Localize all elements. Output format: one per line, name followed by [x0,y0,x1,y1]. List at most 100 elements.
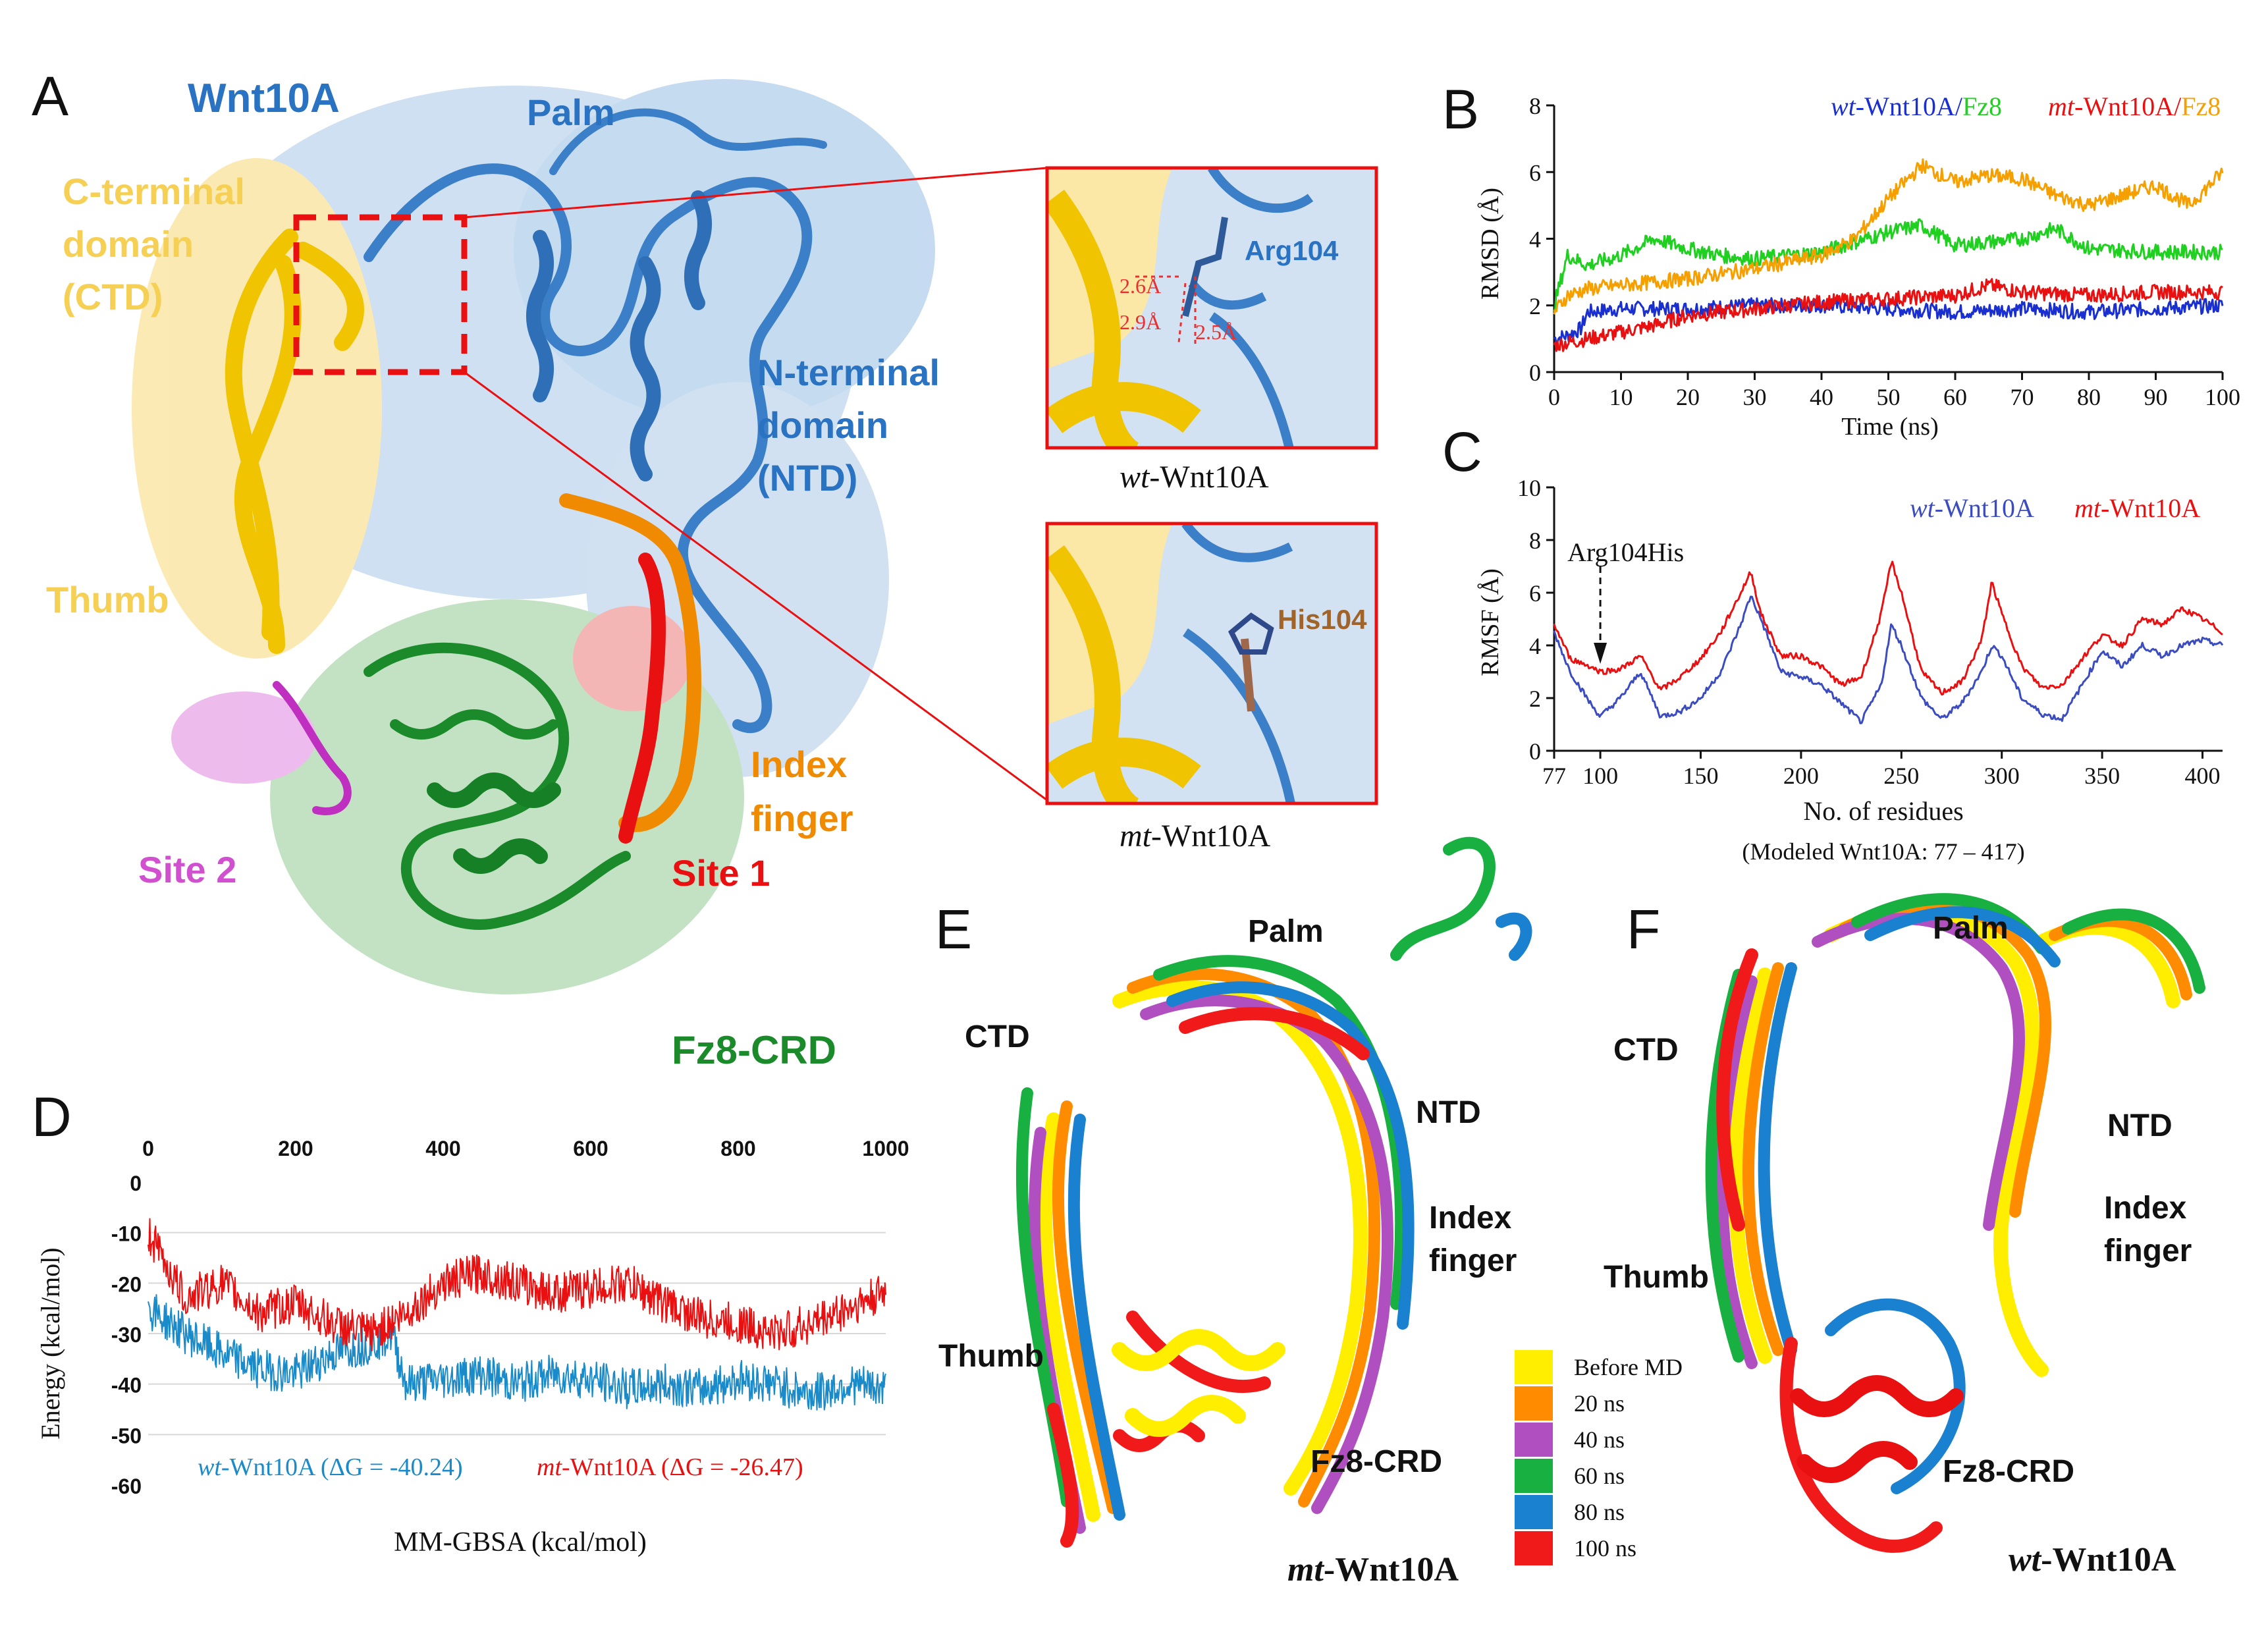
inset-mt-caption-suffix: -Wnt10A [1151,819,1271,854]
md-legend-label: 80 ns [1574,1499,1625,1525]
panel-a: A Wnt10A Palm [32,65,1378,1072]
legend-d-mt-prefix: mt [537,1453,562,1481]
y-tick-label-b: 2 [1529,293,1541,319]
y-tick-label-d: -30 [111,1323,142,1347]
e-label-index-line1: Index [1429,1201,1512,1235]
legend-b-mt-prefix: mt [2048,92,2075,121]
inset-wt-arg-sidechain [1182,217,1228,317]
ribbons [225,108,827,930]
y-tick-label-c: 6 [1529,580,1541,607]
chart-c-ylabel: RMSF (Å) [1476,568,1504,676]
x-tick-label-d: 400 [425,1137,460,1160]
md-legend-label: 100 ns [1574,1535,1636,1561]
series-b-mt-fz8 [1553,158,2224,315]
inset-mt-blue-loops [1181,524,1295,803]
label-thumb: Thumb [46,579,169,620]
chart-c: C 0 2 4 6 8 10 77 100 150 200 250 300 350 400 Arg104Hi… [1442,421,2224,865]
legend-d-wt-prefix: wt [198,1453,222,1481]
x-tick-label-c: 100 [1582,763,1618,789]
index-finger-ribbon [559,493,701,832]
chart-d-xlabel: MM-GBSA (kcal/mol) [394,1527,647,1558]
x-tick-label-b: 60 [1943,384,1967,410]
f-label-name: wt-Wnt10A [2009,1541,2176,1579]
e-label-index-line2: finger [1429,1243,1517,1278]
x-tick-label-d: 200 [278,1137,313,1160]
inset-wt-caption-prefix: wt [1120,460,1150,495]
md-legend: Before MD 20 ns 40 ns 60 ns 80 ns 100 ns [1515,1350,1683,1565]
x-tick-label-c: 200 [1783,763,1819,789]
legend-c-mt-mid: -Wnt10A [2101,493,2200,523]
panel-letter-e: E [935,898,972,960]
y-tick-label-d: -60 [111,1475,142,1498]
f-80ns [1758,906,2061,1494]
f-label-palm: Palm [1933,911,2009,946]
inset-wt-helix-lower [1047,382,1201,433]
y-tick-label-d: -20 [111,1272,142,1296]
e-label-ntd: NTD [1416,1095,1481,1130]
y-tick-label-c: 10 [1517,475,1541,501]
e-label-index: Index finger [1429,1201,1521,1278]
inset-mt-residue: His104 [1278,604,1367,635]
ctd-ribbon [225,229,364,654]
x-tick-label-b: 30 [1743,384,1767,410]
series-d-wt-wnt10a [148,1294,886,1411]
f-100ns [1716,948,1943,1553]
inset-mt: His104 mt-Wnt10A [1045,522,1378,854]
chart-b-xlabel: Time (ns) [1841,413,1938,441]
x-tick-label-b: 90 [2144,384,2168,410]
inset-mt-helix-lower [1047,738,1201,789]
x-tick-label-b: 70 [2011,384,2034,410]
inset-wt: Arg104 2.6Å 2.9Å 2.5Å wt-Wnt10A [1045,166,1378,495]
legend-c-wt-mid: -Wnt10A [1935,493,2034,523]
md-legend-label: 60 ns [1574,1463,1625,1489]
chart-d-legend-wt: wt-Wnt10A (ΔG = -40.24) [198,1453,463,1481]
f-label-fz8: Fz8-CRD [1943,1454,2074,1489]
zoom-line-bottom [464,371,1048,801]
series-b-wt-fz8 [1553,218,2223,312]
md-legend-swatch [1515,1531,1553,1565]
y-tick-label-b: 0 [1529,360,1541,386]
e-label-fz8: Fz8-CRD [1310,1444,1442,1479]
inset-wt-caption-suffix: -Wnt10A [1149,460,1269,495]
chart-d-legend-mt: mt-Wnt10A (ΔG = -26.47) [537,1453,803,1481]
chart-b-legend-wt: wt-Wnt10A/Fz8 [1831,92,2002,121]
x-tick-label-d: 0 [142,1137,154,1160]
y-tick-label-b: 6 [1529,159,1541,186]
x-tick-label-d: 600 [573,1137,608,1160]
x-tick-label-b: 50 [1877,384,1901,410]
site1-ribbon [618,553,666,844]
inset-wt-blue-loops [1188,168,1314,448]
legend-c-wt-prefix: wt [1910,493,1935,523]
label-fz8crd: Fz8-CRD [672,1028,836,1072]
site2-surface [171,691,316,784]
x-tick-label-b: 100 [2205,384,2240,410]
chart-d-plot: 0 -10 -20 -30 -40 -50 -60 0 200 400 600 800 1000 [111,1137,909,1498]
md-legend-swatch [1515,1386,1553,1421]
panel-f: F Palm CTD NTD Index finger Thumb Fz8-CR… [1604,893,2205,1579]
f-label-index-line2: finger [2104,1233,2192,1268]
md-legend-swatch [1515,1495,1553,1529]
inset-mt-helix [1047,545,1140,803]
panel-e: E Palm CTD NTD Index finger Thumb Fz8-CR… [935,836,1532,1588]
e-label-ctd: CTD [965,1019,1030,1054]
x-tick-label-b: 0 [1548,384,1560,410]
y-tick-label-d: 0 [130,1172,142,1195]
x-tick-label-c: 300 [1984,763,2020,789]
y-tick-label-d: -40 [111,1374,142,1397]
panel-letter-d: D [32,1086,72,1148]
chart-c-legend-wt: wt-Wnt10A [1910,493,2034,523]
zoom-line-top [464,167,1048,219]
chart-c-plot: 0 2 4 6 8 10 77 100 150 200 250 300 350 400 Arg104His [1517,475,2224,789]
fz8-ribbon [364,642,631,930]
y-tick-label-b: 4 [1529,227,1541,253]
x-tick-label-b: 10 [1609,384,1633,410]
inset-mt-caption: mt-Wnt10A [1120,819,1271,854]
legend-d-wt-mid: -Wnt10A (ΔG = -40.24) [221,1453,463,1481]
chart-b-ylabel: RMSD (Å) [1476,188,1504,300]
annotation-arrow-head [1594,643,1607,664]
series-c-mt-wnt10a [1553,560,2223,696]
f-fz8-helices [1790,1375,1964,1483]
